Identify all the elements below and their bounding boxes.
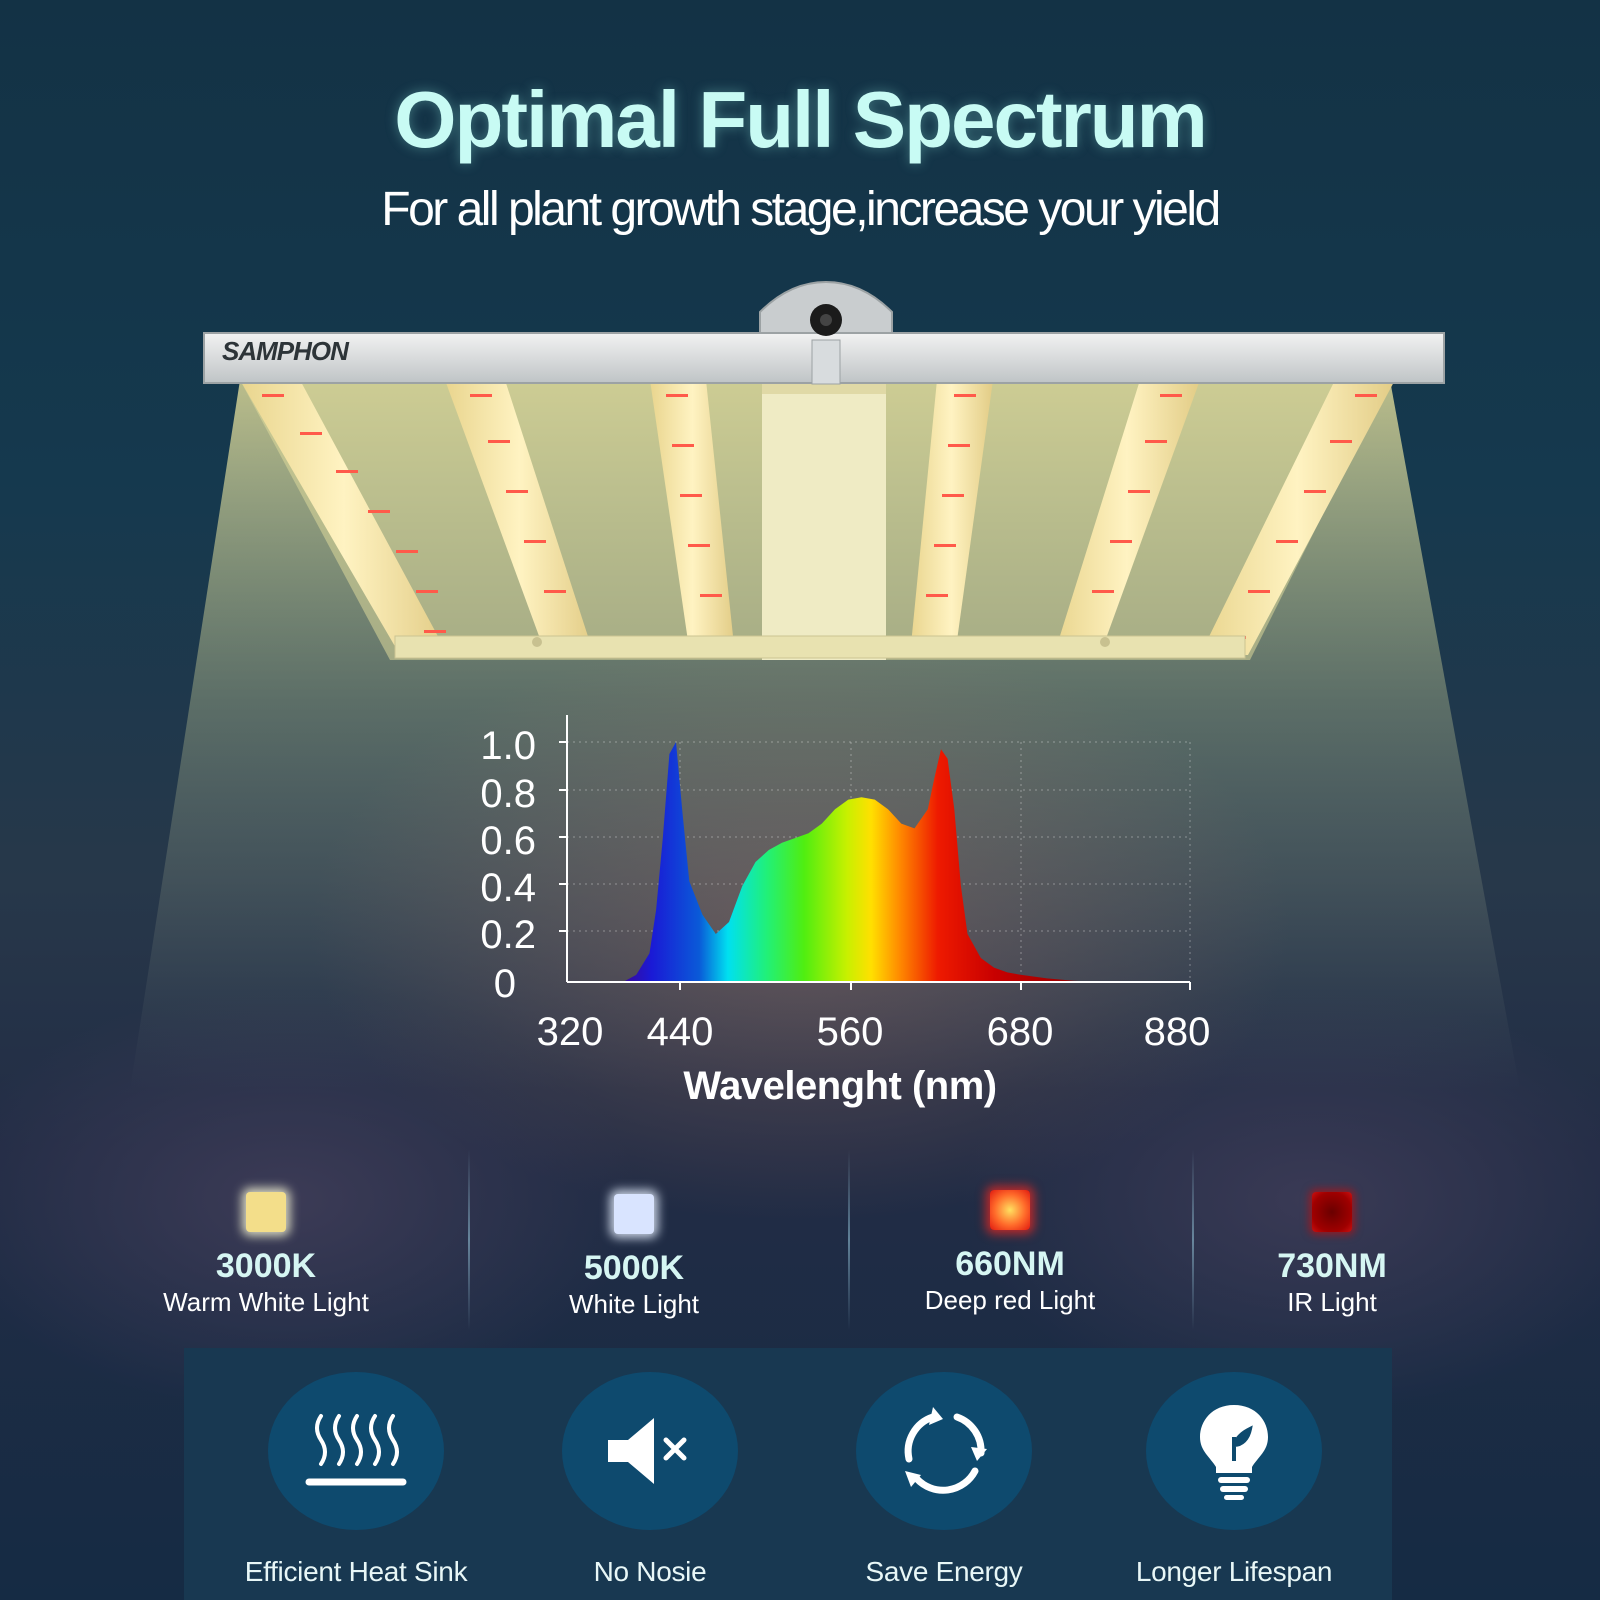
- led-title: 660NM: [955, 1245, 1065, 1283]
- energy-cycle-icon: [904, 1407, 987, 1494]
- led-subtitle: IR Light: [1287, 1287, 1377, 1317]
- led-type-730nm: 730NM IR Light: [1172, 1192, 1492, 1318]
- feature-label: No Nosie: [593, 1556, 707, 1587]
- y-tick-label: 0.6: [480, 819, 536, 863]
- led-title: 3000K: [215, 1247, 317, 1285]
- feature-circle: [1146, 1372, 1322, 1530]
- feature-no-noise: No Nosie: [500, 1372, 800, 1588]
- brand-logo: SAMPHON: [222, 336, 349, 366]
- page-subtitle: For all plant growth stage,increase your…: [381, 183, 1221, 236]
- feature-label: Efficient Heat Sink: [244, 1556, 468, 1587]
- led-type-660nm: 660NM Deep red Light: [850, 1190, 1170, 1316]
- y-tick-label: 0.2: [480, 913, 536, 957]
- led-title: 5000K: [583, 1249, 685, 1287]
- x-axis-title: Wavelenght (nm): [683, 1064, 997, 1108]
- divider: [848, 1150, 850, 1330]
- led-title: 730NM: [1277, 1247, 1387, 1285]
- bottom-rail: [394, 635, 1246, 659]
- y-tick-label: 0: [493, 962, 516, 1006]
- led-type-3000k: 3000K Warm White Light: [106, 1192, 426, 1318]
- feature-circle: [268, 1372, 444, 1530]
- heat-sink-icon: [305, 1414, 407, 1486]
- led-subtitle: White Light: [568, 1289, 700, 1319]
- ir-chip-icon: [1312, 1192, 1352, 1232]
- feature-heat-sink: Efficient Heat Sink: [206, 1372, 506, 1588]
- bulb-icon: [1200, 1405, 1268, 1500]
- feature-circle: [856, 1372, 1032, 1530]
- y-tick-label: 0.8: [480, 772, 536, 816]
- x-tick-label: 680: [986, 1010, 1054, 1054]
- white-chip-icon: [614, 1194, 654, 1234]
- feature-lifespan: Longer Lifespan: [1084, 1372, 1384, 1588]
- x-tick-label: 880: [1143, 1010, 1211, 1054]
- driver-box: [762, 384, 886, 660]
- feature-label: Longer Lifespan: [1135, 1556, 1333, 1587]
- led-subtitle: Warm White Light: [163, 1287, 369, 1317]
- x-tick-label: 320: [536, 1010, 604, 1054]
- led-subtitle: Deep red Light: [924, 1285, 1096, 1315]
- led-type-5000k: 5000K White Light: [474, 1194, 794, 1320]
- spectrum-area: [623, 742, 1100, 982]
- feature-label: Save Energy: [865, 1556, 1023, 1587]
- divider: [468, 1150, 470, 1330]
- y-tick-label: 1.0: [480, 724, 536, 768]
- x-tick-label: 440: [646, 1010, 714, 1054]
- feature-circle: [562, 1372, 738, 1530]
- deep-red-chip-icon: [990, 1190, 1030, 1230]
- warm-white-chip-icon: [246, 1192, 286, 1232]
- led-strips: [240, 380, 1395, 655]
- page-title: Optimal Full Spectrum: [394, 75, 1207, 164]
- x-tick-label: 560: [816, 1010, 884, 1054]
- mute-icon: [608, 1418, 687, 1484]
- chart-axes: [559, 715, 1191, 990]
- divider: [1192, 1150, 1194, 1330]
- feature-save-energy: Save Energy: [794, 1372, 1094, 1588]
- y-tick-label: 0.4: [480, 866, 536, 910]
